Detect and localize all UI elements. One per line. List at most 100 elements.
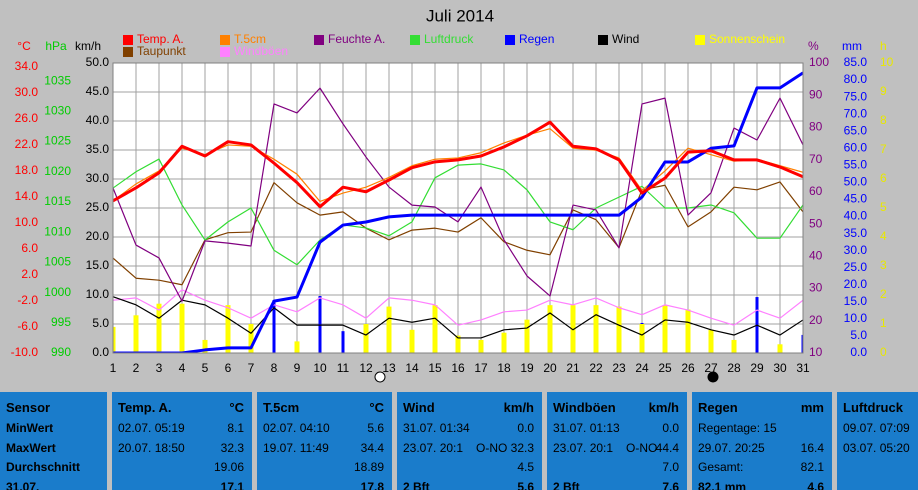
cell-left: 23.07. 20:1 [553, 440, 614, 455]
y-tick-label: 55.0 [844, 158, 868, 172]
legend-label: Temp. A. [137, 32, 184, 46]
y-tick-label: 25.0 [86, 200, 110, 214]
column-unit: mm [800, 400, 824, 415]
cell-left: 03.07. 05:20 [843, 440, 910, 455]
cell-left: 2 Bft [403, 479, 430, 490]
legend-swatch [505, 35, 515, 45]
y-tick-label: 6.0 [21, 241, 38, 255]
sunshine-bar [113, 326, 116, 353]
column-title: Sensor [6, 400, 51, 415]
sunshine-bar [777, 344, 783, 353]
y-tick-label: 6 [880, 171, 887, 185]
cell-left: 02.07. 04:10 [263, 421, 330, 435]
y-tick-label: 80 [809, 120, 823, 134]
series-line [113, 71, 803, 353]
cell-left: 20.07. 18:50 [118, 440, 185, 455]
x-tick-label: 30 [773, 361, 787, 375]
y-tick-label: 20 [809, 313, 823, 327]
table-row: 2 Bft 7.6 [553, 478, 679, 490]
y-tick-label: 10.0 [86, 287, 110, 301]
y-tick-label: 70.0 [844, 106, 868, 120]
x-tick-label: 29 [750, 361, 764, 375]
legend-label: Taupunkt [137, 44, 186, 58]
table-row: Durchschnitt [6, 458, 99, 476]
y-tick-label: 18.0 [15, 163, 39, 177]
cell-right: 16.4 [800, 440, 824, 455]
x-tick-label: 12 [359, 361, 373, 375]
y-tick-label: 20.0 [844, 277, 868, 291]
y-tick-label: 1025 [44, 134, 71, 148]
column-title: Windböen [553, 400, 616, 415]
table-row: 17.1 [118, 478, 244, 490]
sunshine-bar [616, 306, 622, 353]
y-tick-label: 1000 [44, 285, 71, 299]
table-row: Regentage: 15 [698, 419, 824, 437]
chart: Juli 2014 °C-10.0-6.0-2.02.06.010.014.01… [11, 6, 894, 383]
y-tick-label: 80.0 [844, 72, 868, 86]
y-tick-label: 10 [880, 55, 894, 69]
y-tick-label: 22.0 [15, 137, 39, 151]
y-tick-label: 50.0 [844, 175, 868, 189]
y-tick-label: 40.0 [844, 209, 868, 223]
y-tick-label: 20.0 [86, 229, 110, 243]
plot [113, 63, 803, 353]
y-tick-label: 1030 [44, 104, 71, 118]
cell-right: 4.6 [807, 479, 824, 490]
x-tick-label: 22 [589, 361, 603, 375]
sunshine-bar [294, 341, 300, 353]
x-tick-label: 25 [658, 361, 672, 375]
y-tick-label: 0 [880, 345, 887, 359]
column-unit: km/h [648, 400, 679, 415]
y-tick-label: 3 [880, 258, 887, 272]
header-row: Windböen km/h [553, 399, 679, 417]
x-tick-label: 3 [156, 361, 163, 375]
y-tick-label: 35.0 [86, 142, 110, 156]
legend-label: Wind [612, 32, 639, 46]
cell-mid: O-NO [626, 440, 658, 455]
table-row: 20.07. 18:50 32.3 [118, 439, 244, 457]
cell-right: 34.4 [360, 440, 384, 455]
cell-left: 2 Bft [553, 479, 580, 490]
y-tick-label: 1 [880, 316, 887, 330]
y-tick-label: 9 [880, 84, 887, 98]
cell-left: 82.1 mm [698, 479, 747, 490]
table-row: 19.06 [118, 458, 244, 476]
axis-title: h [880, 39, 887, 53]
table-column: Windböen km/h 31.07. 01:13 0.0 23.07. 20:1 O-… [547, 392, 687, 490]
y-tick-label: 60.0 [844, 140, 868, 154]
column-title: Temp. A. [118, 400, 172, 415]
y-tick-label: 1020 [44, 164, 71, 178]
x-tick-label: 6 [225, 361, 232, 375]
column-unit: km/h [503, 400, 534, 415]
table-column: Wind km/h 31.07. 01:34 0.0 23.07. 20:1 O-NO 32… [397, 392, 542, 490]
x-tick-label: 4 [179, 361, 186, 375]
sunshine-bar [363, 324, 369, 353]
table-row: 17.8 [263, 478, 384, 490]
cell-right: 5.6 [517, 479, 534, 490]
column-title: Luftdruck [843, 400, 903, 415]
sunshine-bar [478, 339, 484, 353]
series-line [113, 296, 803, 339]
x-tick-label: 20 [543, 361, 557, 375]
y-tick-label: -10.0 [11, 345, 39, 359]
moon-new [707, 371, 719, 383]
x-tick-label: 31 [796, 361, 810, 375]
y-tick-label: 0.0 [92, 345, 109, 359]
x-tick-label: 17 [474, 361, 488, 375]
y-tick-label: 35.0 [844, 226, 868, 240]
sunshine-bar [179, 303, 185, 353]
y-tick-label: 50 [809, 216, 823, 230]
sunshine-bar [156, 303, 162, 353]
table-row: 03.07. 05:20 [843, 439, 910, 457]
x-tick-label: 28 [727, 361, 741, 375]
y-tick-label: 70 [809, 152, 823, 166]
table-row: 02.07. 05:19 8.1 [118, 419, 244, 437]
sunshine-bar [731, 339, 737, 353]
table-row: MinWert [6, 419, 99, 437]
sunshine-bar [593, 305, 599, 353]
column-unit: °C [369, 400, 384, 415]
y-tick-label: 45.0 [86, 84, 110, 98]
x-tick-label: 1 [110, 361, 117, 375]
sunshine-bar [202, 339, 208, 353]
